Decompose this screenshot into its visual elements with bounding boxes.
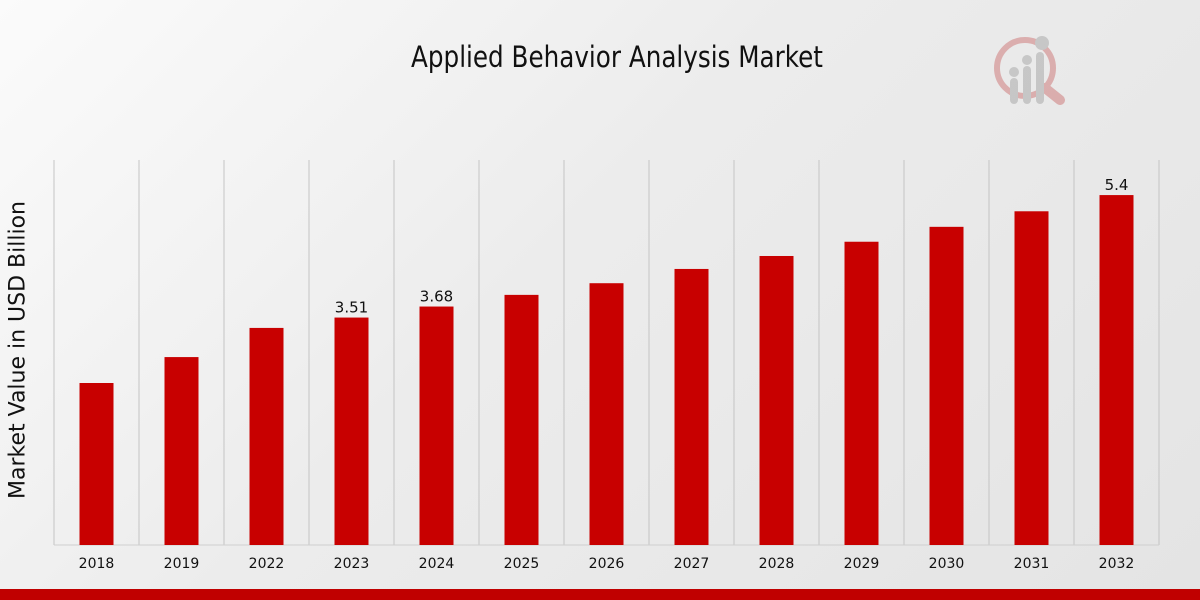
bar-2024 <box>419 306 454 545</box>
bar-2025 <box>504 294 539 545</box>
bar-2026 <box>589 283 624 545</box>
x-tick-label: 2019 <box>164 556 200 572</box>
x-tick-label: 2032 <box>1099 556 1135 572</box>
bar-2030 <box>929 226 964 545</box>
x-tick-label: 2031 <box>1014 556 1050 572</box>
bar-2032 <box>1099 195 1134 545</box>
bar-2028 <box>759 255 794 545</box>
x-tick-label: 2029 <box>844 556 880 572</box>
footer-bar <box>0 589 1200 600</box>
x-tick-label: 2025 <box>504 556 540 572</box>
x-tick-label: 2030 <box>929 556 965 572</box>
bar-2019 <box>164 357 199 545</box>
x-tick-label: 2023 <box>334 556 370 572</box>
x-tick-label: 2028 <box>759 556 795 572</box>
x-tick-label: 2022 <box>249 556 285 572</box>
x-tick-label: 2027 <box>674 556 710 572</box>
chart-title: Applied Behavior Analysis Market <box>411 40 823 74</box>
bar-2018 <box>79 383 114 545</box>
bar-2022 <box>249 327 284 545</box>
data-label: 5.4 <box>1105 176 1129 194</box>
x-tick-label: 2024 <box>419 556 455 572</box>
bar-2027 <box>674 268 709 545</box>
brand-logo-icon <box>994 36 1065 105</box>
data-label: 3.68 <box>420 288 453 306</box>
bar-2031 <box>1014 211 1049 545</box>
bar-2023 <box>334 317 369 545</box>
data-label: 3.51 <box>335 299 368 317</box>
bar-2029 <box>844 241 879 545</box>
x-tick-label: 2026 <box>589 556 625 572</box>
x-tick-label: 2018 <box>79 556 115 572</box>
